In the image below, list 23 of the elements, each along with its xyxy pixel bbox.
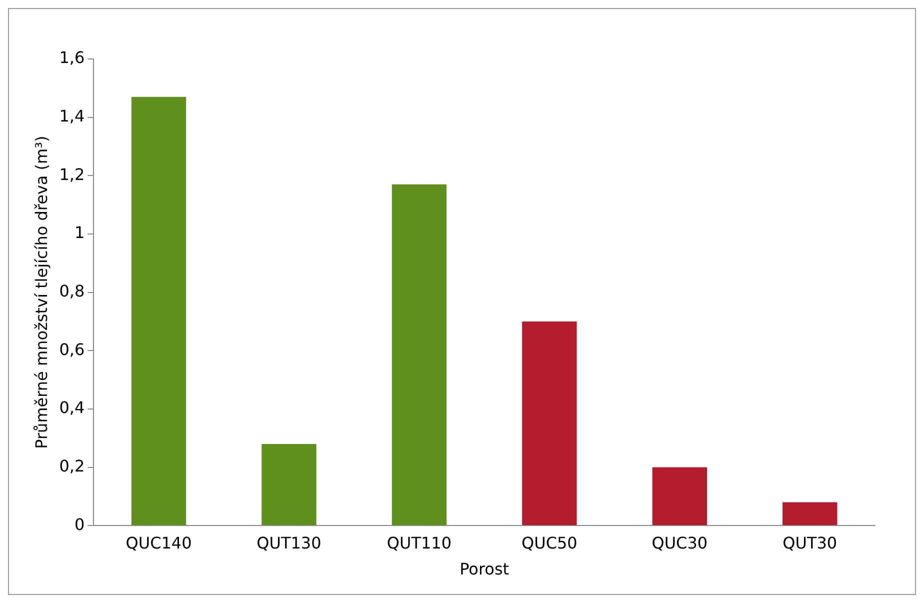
bar [131, 96, 186, 526]
bar [522, 321, 577, 526]
y-tick-label: 0,2 [59, 456, 85, 476]
y-tick-label: 1 [74, 223, 85, 242]
y-tick-label: 0,8 [59, 281, 85, 300]
y-axis-title: Průměrné množství tlejícího dřeva (m³) [32, 136, 51, 449]
x-tick-label: QUT110 [386, 533, 452, 552]
x-tick-label: QUC50 [522, 533, 578, 552]
x-tick-label: QUC140 [126, 533, 192, 552]
y-tick-label: 0,6 [59, 340, 85, 359]
y-tick-label: 1,4 [59, 106, 85, 126]
bar [652, 467, 708, 526]
y-tick-label: 0,4 [59, 398, 85, 418]
bar [782, 502, 838, 526]
bar [392, 184, 447, 526]
y-tick-label: 0 [74, 514, 85, 534]
bar [262, 444, 316, 526]
x-axis-title: Porost [460, 560, 510, 579]
x-tick-label: QUT30 [782, 533, 838, 552]
y-tick-label: 1,2 [59, 164, 85, 184]
x-tick-label: QUC30 [652, 533, 708, 552]
y-tick-label: 1,6 [59, 48, 85, 68]
x-tick-label: QUT130 [256, 533, 322, 552]
